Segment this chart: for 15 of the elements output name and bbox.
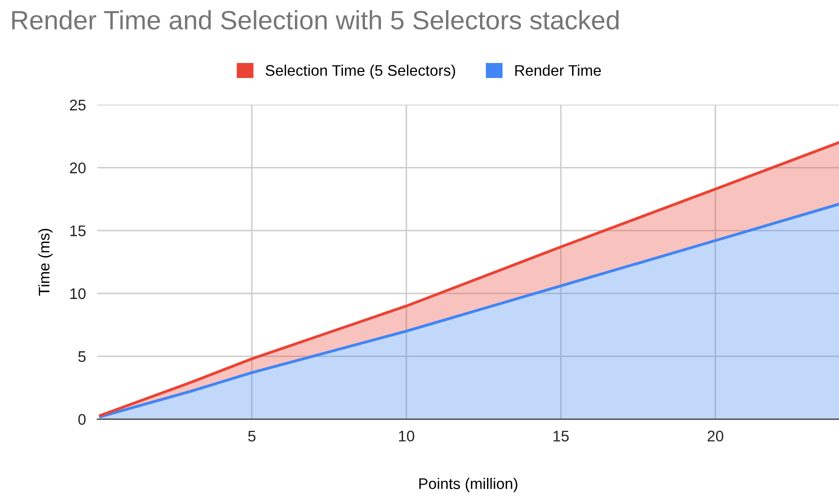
y-tick-label: 0 — [78, 414, 86, 425]
legend-label: Render Time — [515, 64, 601, 76]
y-axis-title: Time (ms) — [38, 228, 53, 296]
y-tick-label: 20 — [70, 162, 86, 174]
x-axis-title: Points (million) — [419, 478, 518, 492]
y-tick-label: 10 — [70, 288, 86, 300]
x-tick-label: 20 — [708, 430, 724, 442]
y-tick-label: 5 — [78, 351, 86, 362]
y-tick-label: 25 — [70, 100, 86, 110]
x-tick-label: 10 — [399, 430, 414, 442]
legend-label: Selection Time (5 Selectors) — [266, 64, 456, 79]
chart-title: Render Time and Selection with 5 Selectors stacked — [12, 10, 619, 30]
x-tick-label: 15 — [554, 430, 569, 442]
x-tick-label: 5 — [248, 430, 256, 442]
y-tick-label: 15 — [70, 226, 86, 236]
